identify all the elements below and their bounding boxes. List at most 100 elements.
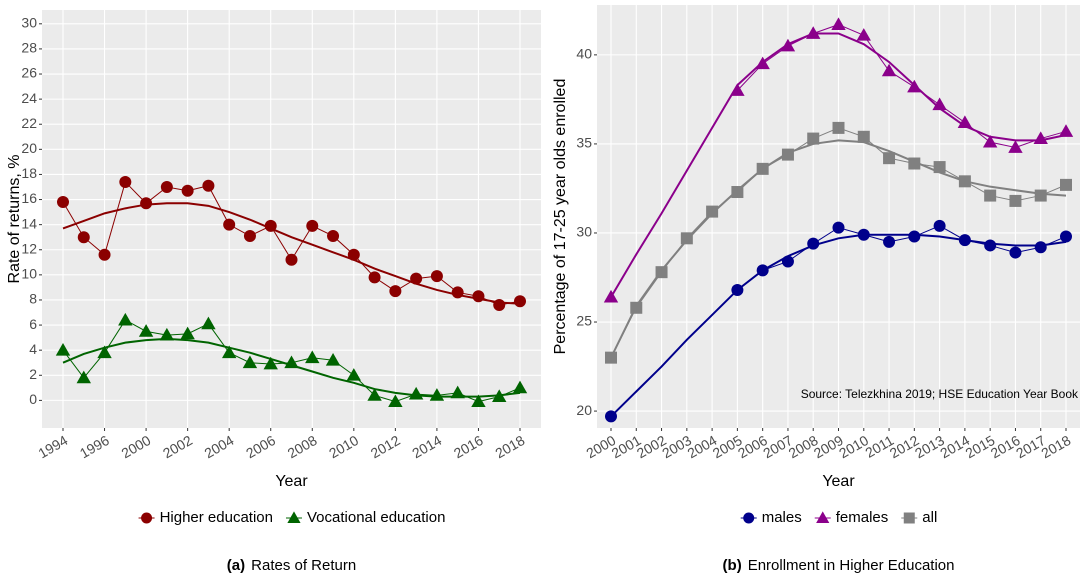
data-point xyxy=(756,264,769,277)
y-tick-label: 30 xyxy=(21,15,37,31)
data-point xyxy=(97,345,112,359)
data-point xyxy=(730,83,745,96)
data-point xyxy=(1060,230,1072,243)
data-point xyxy=(781,255,794,268)
data-point xyxy=(305,350,320,364)
legend-label: Vocational education xyxy=(307,509,445,526)
y-tick-label: 0 xyxy=(29,391,37,407)
data-point xyxy=(159,327,175,341)
data-point xyxy=(1034,241,1047,254)
y-tick-label: 2 xyxy=(29,366,37,382)
y-tick-label: 4 xyxy=(29,341,37,357)
data-point xyxy=(731,283,744,296)
annotation: Source: Telezkhina 2019; HSE Education Y… xyxy=(801,387,1079,401)
data-point xyxy=(907,79,922,93)
data-point xyxy=(57,196,69,209)
data-point xyxy=(806,26,821,39)
data-point xyxy=(908,230,921,243)
data-point xyxy=(605,351,617,364)
data-point xyxy=(856,28,871,41)
data-point xyxy=(603,289,619,303)
legend-label: females xyxy=(836,509,889,526)
data-point xyxy=(368,271,381,284)
y-tick-label: 20 xyxy=(576,402,592,418)
y-tick-label: 16 xyxy=(21,190,37,206)
data-point xyxy=(367,388,382,401)
data-point xyxy=(181,184,194,197)
y-tick-label: 8 xyxy=(29,291,37,307)
x-axis-title: Year xyxy=(822,473,855,490)
y-tick-label: 24 xyxy=(21,90,37,106)
x-tick-label: 2016 xyxy=(451,432,486,462)
data-point xyxy=(512,380,528,394)
y-tick-label: 25 xyxy=(576,313,592,329)
data-point xyxy=(160,180,173,193)
data-point xyxy=(1034,189,1047,202)
data-point xyxy=(655,266,668,279)
y-tick-label: 10 xyxy=(21,266,37,282)
data-point xyxy=(223,218,236,231)
data-point xyxy=(957,115,973,128)
caption-label: (a) xyxy=(227,557,245,574)
data-point xyxy=(346,368,362,381)
data-point xyxy=(202,179,215,192)
data-point xyxy=(450,385,465,399)
data-point xyxy=(285,253,298,266)
data-point xyxy=(755,56,770,70)
data-point xyxy=(55,342,71,356)
legend-label: Higher education xyxy=(160,509,273,526)
y-axis-title: Percentage of 17-25 year olds enrolled xyxy=(552,79,569,355)
legend-label: males xyxy=(762,509,802,526)
data-point xyxy=(831,17,846,30)
data-point xyxy=(242,355,258,369)
data-point xyxy=(984,239,997,252)
data-point xyxy=(781,148,794,161)
legend: Higher education Vocational education xyxy=(138,509,445,526)
x-tick-label: 2000 xyxy=(118,432,153,462)
y-tick-label: 22 xyxy=(21,115,37,131)
data-point xyxy=(1009,246,1022,259)
data-point xyxy=(327,229,340,242)
data-point xyxy=(98,248,111,261)
data-point xyxy=(140,197,153,210)
x-tick-label: 2008 xyxy=(285,432,320,462)
data-point xyxy=(883,152,896,165)
y-tick-label: 14 xyxy=(21,215,37,231)
data-point xyxy=(472,290,485,303)
data-point xyxy=(958,175,971,188)
y-tick-label: 6 xyxy=(29,316,37,332)
data-point xyxy=(118,312,133,326)
y-axis-title: Rate of returns, % xyxy=(6,155,23,284)
data-point xyxy=(680,232,693,245)
data-point xyxy=(408,386,424,400)
data-point xyxy=(430,270,443,283)
y-tick-label: 28 xyxy=(21,40,37,56)
x-tick-label: 2004 xyxy=(202,432,237,462)
y-tick-label: 40 xyxy=(576,46,592,62)
x-tick-label: 2010 xyxy=(326,432,361,462)
data-point xyxy=(77,231,90,244)
data-point xyxy=(832,221,845,234)
legend-marker xyxy=(287,511,301,523)
data-point xyxy=(306,219,319,232)
data-point xyxy=(857,130,870,143)
x-tick-label: 2002 xyxy=(160,432,195,462)
caption: Rates of Return xyxy=(251,557,356,574)
data-point xyxy=(201,316,216,330)
y-tick-label: 12 xyxy=(21,240,37,256)
x-tick-label: 1994 xyxy=(35,432,70,462)
legend: males females all xyxy=(740,509,937,526)
data-point xyxy=(471,394,486,408)
data-point xyxy=(881,63,897,77)
data-point xyxy=(1008,140,1023,153)
data-point xyxy=(263,356,278,370)
data-point xyxy=(958,234,971,247)
data-point xyxy=(883,235,896,248)
data-point xyxy=(389,285,402,298)
data-point xyxy=(264,219,277,232)
data-point xyxy=(514,295,526,308)
data-point xyxy=(832,121,845,134)
data-point xyxy=(933,219,946,232)
data-point xyxy=(325,353,341,366)
